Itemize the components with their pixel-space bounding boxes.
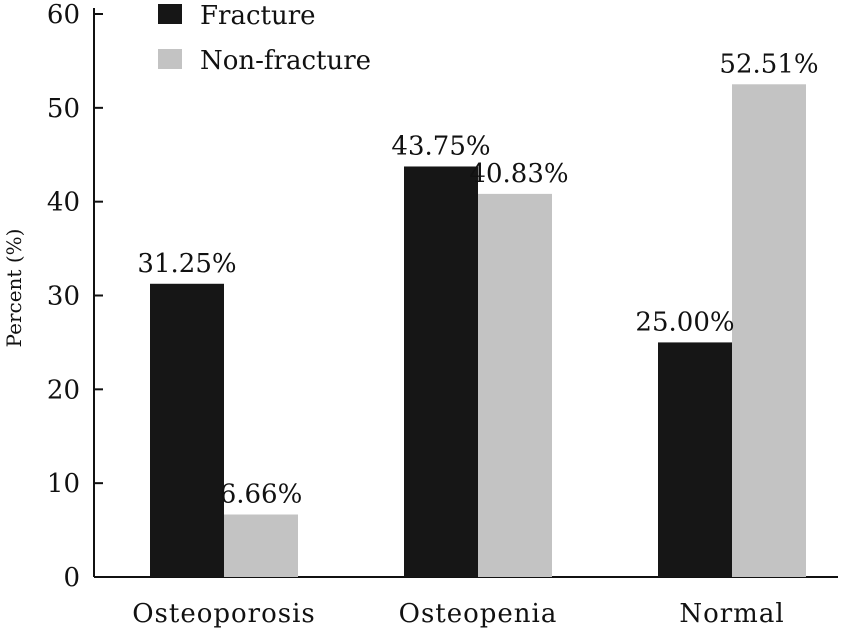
y-axis-label: Percent (%): [2, 229, 26, 348]
bar: [224, 514, 298, 577]
category-labels: Osteoporosis Osteopenia Normal: [132, 599, 784, 629]
bar: [658, 342, 732, 577]
legend-label: Non-fracture: [200, 46, 371, 76]
legend-swatch: [158, 49, 182, 69]
data-label: 40.83%: [469, 159, 568, 189]
y-tick-label: 20: [47, 375, 80, 405]
y-tick-label: 60: [47, 0, 80, 30]
bar: [478, 193, 552, 578]
x-category-label: Osteoporosis: [132, 599, 316, 629]
bars: [150, 84, 806, 578]
bar: [732, 84, 806, 578]
y-tick-label: 10: [47, 469, 80, 499]
legend-label: Fracture: [200, 1, 316, 31]
data-label: 43.75%: [391, 131, 490, 161]
data-label: 31.25%: [137, 249, 236, 279]
x-category-label: Normal: [679, 599, 784, 629]
y-axis: 0 10 20 30 40 50 60: [47, 0, 103, 593]
bar: [404, 166, 478, 577]
data-label: 6.66%: [220, 480, 303, 510]
y-tick-label: 0: [63, 563, 80, 593]
y-tick-label: 50: [47, 94, 80, 124]
legend-swatch: [158, 4, 182, 24]
bar: [150, 283, 224, 577]
y-tick-label: 30: [47, 282, 80, 312]
data-labels: 31.25% 6.66% 43.75%40.83% 25.00% 52.51%: [137, 49, 818, 509]
x-category-label: Osteopenia: [399, 599, 558, 629]
data-label: 52.51%: [719, 49, 818, 79]
y-tick-label: 40: [47, 188, 80, 218]
legend: Fracture Non-fracture: [158, 1, 371, 76]
data-label: 25.00%: [635, 307, 734, 337]
